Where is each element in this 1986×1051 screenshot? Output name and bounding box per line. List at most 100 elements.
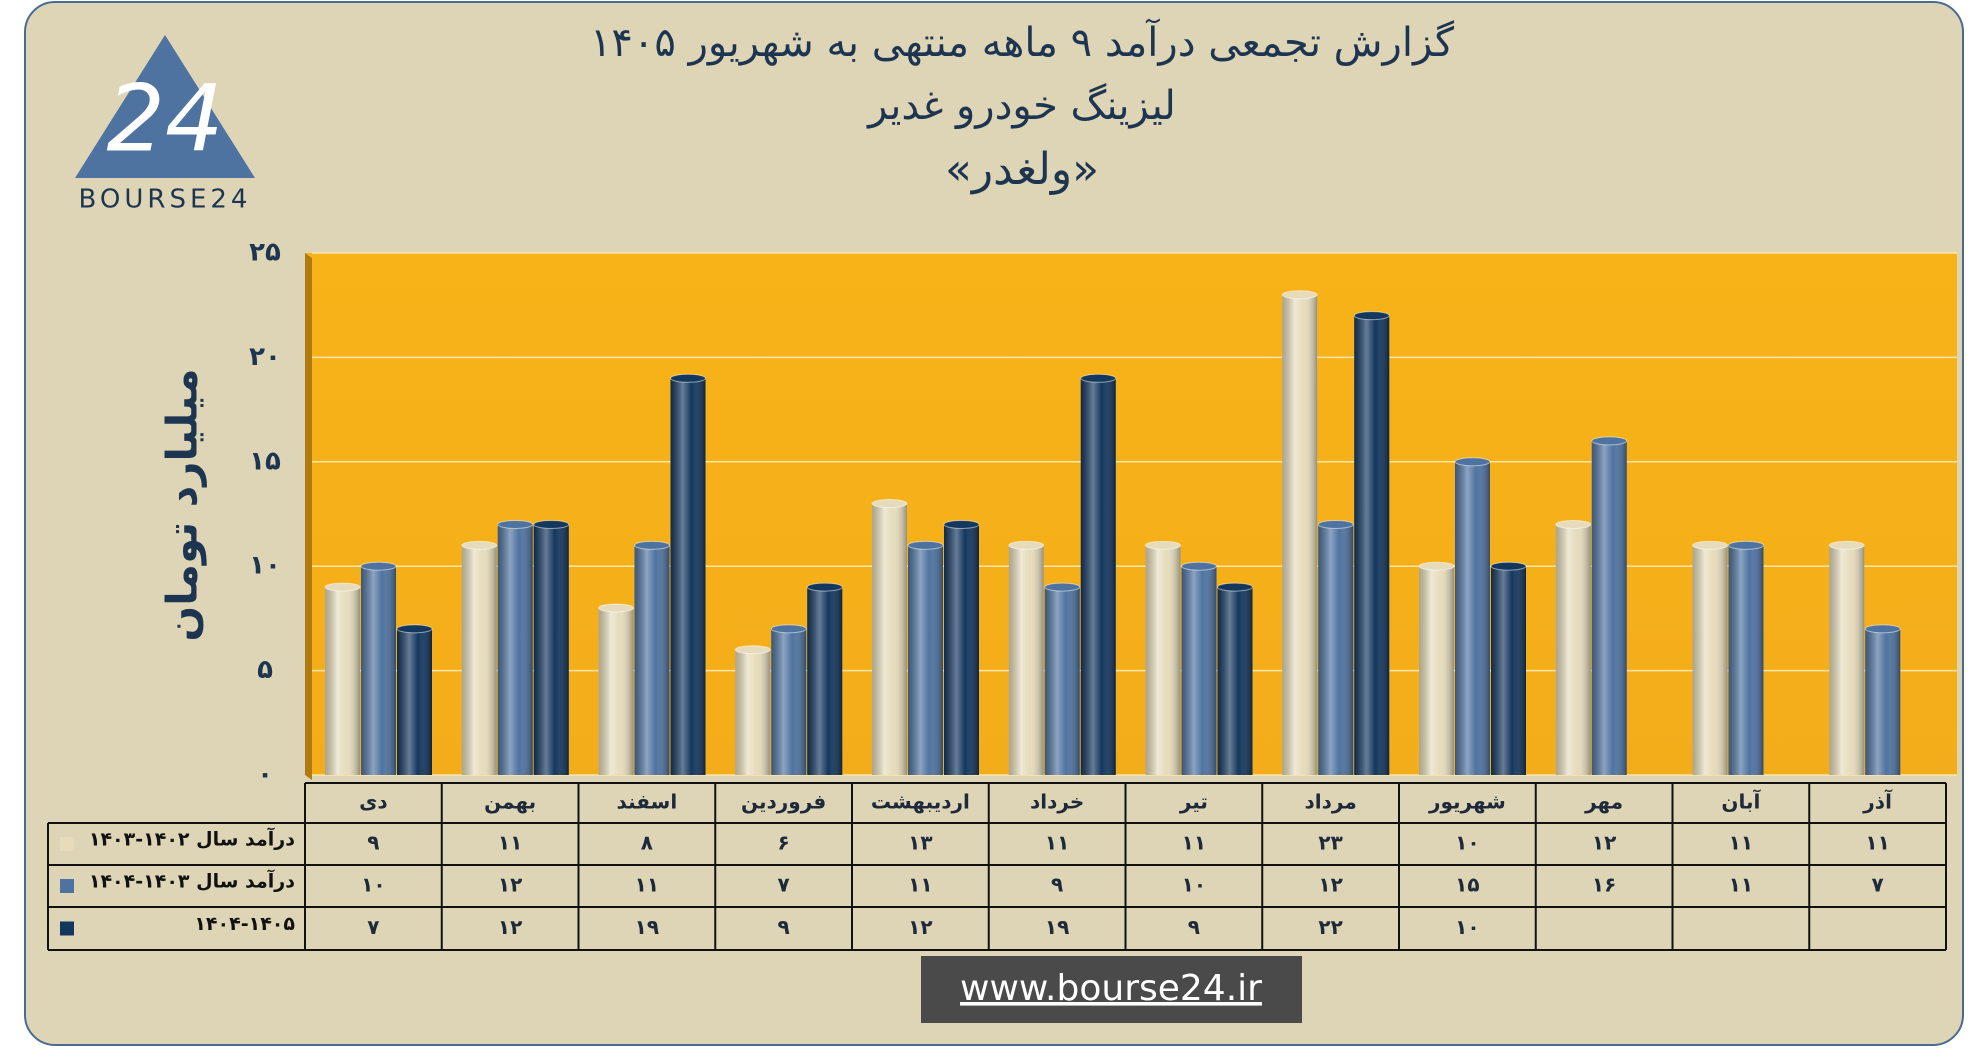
logo-text: BOURSE24 — [79, 185, 252, 215]
legend-label: درآمد سال ۱۴۰۲-۱۴۰۳ — [89, 827, 295, 851]
bar-shade — [397, 628, 432, 775]
bar-cap — [1490, 561, 1527, 571]
logo-triangle — [75, 35, 255, 178]
chart-title: گزارش تجمعی درآمد ۹ ماهه منتهی به شهریور… — [590, 18, 1455, 66]
bar-shade — [461, 545, 497, 775]
table-value: ۱۱ — [635, 873, 659, 897]
bar — [1181, 561, 1217, 775]
bar — [598, 603, 634, 775]
bar-shade — [944, 524, 979, 775]
bar — [360, 561, 397, 775]
bar — [1591, 436, 1628, 775]
bar-cap — [1080, 373, 1117, 383]
logo-mark: 24 — [106, 65, 223, 172]
table-value: ۷ — [367, 915, 379, 939]
table-value: ۱۲ — [498, 915, 522, 939]
bar-shade — [670, 378, 706, 775]
x-tick-label: آذر — [1862, 789, 1893, 814]
bar-cap — [1828, 540, 1865, 550]
table-value: ۷ — [778, 873, 790, 897]
bar — [734, 645, 771, 775]
bar-cap — [1217, 582, 1253, 592]
bar-shade — [1282, 294, 1318, 775]
bar — [461, 540, 498, 775]
bar-cap — [1008, 540, 1045, 550]
bar-cap — [1591, 436, 1628, 446]
bar — [1281, 290, 1318, 775]
bar-cap — [1454, 457, 1491, 467]
y-tick-label: ۲۵ — [249, 238, 281, 268]
table-value: ۹ — [367, 831, 379, 855]
table-value: ۱۱ — [1729, 831, 1753, 855]
bar-shade — [1419, 566, 1454, 775]
bar-shade — [872, 503, 907, 775]
bar-cap — [396, 624, 433, 634]
bar — [1008, 540, 1045, 775]
bar — [1080, 373, 1117, 775]
bar-cap — [1692, 540, 1728, 550]
x-tick-label: فروردین — [741, 790, 826, 814]
table-value: ۱۲ — [1592, 831, 1616, 855]
bar — [907, 540, 944, 775]
table-value: ۱۹ — [1045, 915, 1069, 939]
bar-cap — [670, 373, 706, 383]
x-tick-label: اردیبهشت — [871, 790, 970, 814]
bar — [1418, 561, 1455, 775]
table-value: ۱۱ — [1729, 873, 1753, 897]
y-tick-label: ۵ — [257, 655, 273, 685]
bar — [1353, 311, 1390, 775]
bar-shade — [497, 524, 533, 775]
bar — [396, 624, 433, 775]
bar-shade — [1008, 545, 1044, 775]
bar — [1490, 561, 1527, 775]
bar-cap — [634, 540, 670, 550]
bar-shade — [598, 607, 634, 775]
bar-cap — [907, 540, 944, 550]
x-tick-label: آبان — [1721, 789, 1761, 814]
logo: 24 BOURSE24 — [75, 35, 255, 215]
url-box — [921, 956, 1302, 1023]
bar — [634, 540, 670, 775]
bar-shade — [1491, 566, 1526, 775]
bar-cap — [1181, 561, 1217, 571]
table-value: ۹ — [1051, 873, 1063, 897]
bar-cap — [1864, 624, 1901, 634]
bar-cap — [1418, 561, 1455, 571]
bar-shade — [1217, 587, 1253, 775]
bar-shade — [1728, 545, 1764, 775]
table-value: ۹ — [778, 915, 790, 939]
bar — [1217, 582, 1253, 775]
ticker: «ولغدر» — [945, 144, 1099, 195]
table-value: ۶ — [778, 831, 790, 855]
table-value: ۷ — [1872, 873, 1884, 897]
bar-cap — [533, 519, 570, 529]
table-value: ۱۲ — [908, 915, 932, 939]
x-tick-label: مهر — [1584, 790, 1623, 814]
x-tick-label: اسفند — [617, 790, 678, 814]
bar-cap — [806, 582, 843, 592]
bar-cap — [1044, 582, 1081, 592]
y-tick-label: ۲۰ — [249, 342, 281, 372]
bar — [1145, 540, 1181, 775]
table-value: ۱۹ — [635, 915, 659, 939]
bar-cap — [598, 603, 634, 613]
bar-shade — [1044, 587, 1080, 775]
footer-url[interactable]: www.bourse24.ir — [960, 968, 1262, 1009]
bar — [670, 373, 706, 775]
bar — [770, 624, 807, 775]
legend-swatch — [60, 921, 74, 936]
table-value: ۱۵ — [1455, 873, 1479, 897]
bar — [1555, 519, 1592, 775]
bar — [324, 582, 361, 775]
bar-shade — [735, 649, 771, 775]
bar-shade — [1692, 545, 1728, 775]
bar-cap — [324, 582, 361, 592]
bar-shade — [1555, 524, 1591, 775]
bar — [1454, 457, 1491, 775]
bar-cap — [360, 561, 397, 571]
table-value: ۱۶ — [1592, 873, 1616, 897]
bar-cap — [461, 540, 498, 550]
table-value: ۱۱ — [1865, 831, 1889, 855]
